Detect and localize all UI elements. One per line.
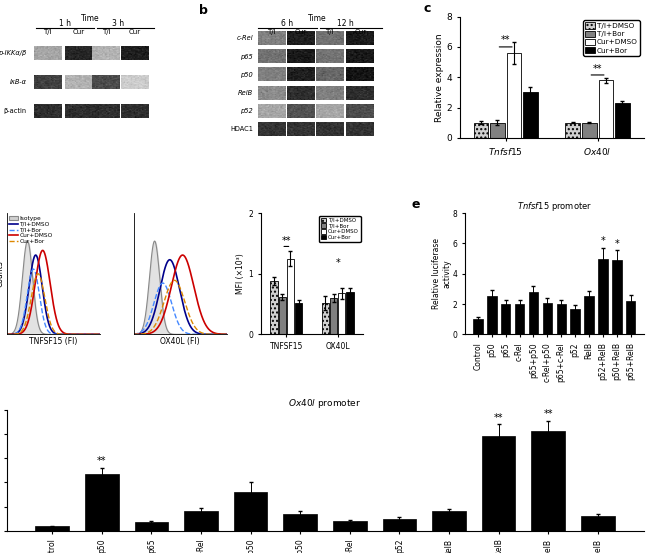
Bar (507, 53, 521, 138)
Text: p65: p65 (240, 54, 253, 60)
Bar (531, 431, 565, 531)
Bar (615, 103, 630, 138)
Text: Time: Time (81, 14, 100, 23)
Text: Cur: Cur (354, 29, 367, 35)
Bar (582, 123, 597, 138)
Text: 3 h: 3 h (112, 19, 124, 28)
Bar (135, 522, 168, 531)
Bar (599, 80, 613, 138)
Title: $\it{Ox40l}$ promoter: $\it{Ox40l}$ promoter (289, 397, 361, 410)
Bar (322, 303, 329, 335)
Bar (184, 512, 218, 531)
Text: **: ** (494, 413, 503, 422)
Text: IκB-α: IκB-α (9, 79, 27, 85)
Text: Cur: Cur (129, 29, 141, 35)
Bar (346, 292, 354, 335)
Bar (566, 123, 580, 138)
Text: **: ** (501, 35, 510, 45)
Bar (283, 514, 317, 531)
Bar (474, 123, 488, 138)
Text: 12 h: 12 h (337, 19, 354, 28)
Text: **: ** (593, 64, 603, 74)
Text: c: c (423, 2, 430, 15)
Bar (515, 304, 525, 335)
Text: c-Rel: c-Rel (237, 35, 253, 41)
Text: Cur: Cur (72, 29, 84, 35)
Bar (473, 319, 482, 335)
Text: T/I: T/I (267, 29, 276, 35)
Text: **: ** (281, 236, 291, 246)
Bar (626, 301, 636, 335)
Bar (543, 302, 552, 335)
Text: p52: p52 (240, 108, 253, 114)
Text: **: ** (97, 456, 107, 466)
X-axis label: TNFSF15 (FI): TNFSF15 (FI) (29, 337, 77, 346)
Bar (382, 519, 416, 531)
Text: *: * (614, 239, 619, 249)
Bar (270, 281, 278, 335)
Text: 1 h: 1 h (58, 19, 71, 28)
Text: T/I: T/I (325, 29, 334, 35)
Bar (295, 303, 302, 335)
Text: T/I: T/I (44, 29, 52, 35)
Text: Cur: Cur (294, 29, 307, 35)
Bar (598, 259, 608, 335)
Bar (338, 293, 345, 335)
Text: *: * (335, 258, 340, 268)
Bar (287, 259, 294, 335)
Bar (36, 526, 69, 531)
Bar (482, 436, 515, 531)
Text: b: b (200, 4, 208, 17)
Bar (523, 92, 538, 138)
Text: p50: p50 (240, 72, 253, 78)
Bar (333, 521, 367, 531)
Bar (556, 304, 566, 335)
Bar (571, 309, 580, 335)
Text: RelB: RelB (238, 90, 253, 96)
Legend: Isotype, T/I+DMSO, T/I+Bor, Cur+DMSO, Cur+Bor: Isotype, T/I+DMSO, T/I+Bor, Cur+DMSO, Cu… (9, 216, 53, 244)
Bar (501, 304, 510, 335)
Bar (330, 298, 337, 335)
Bar (234, 492, 268, 531)
Title: $\it{Tnfsf15}$ promoter: $\it{Tnfsf15}$ promoter (517, 200, 592, 213)
Y-axis label: MFI (×10³): MFI (×10³) (237, 253, 246, 294)
Bar (85, 473, 119, 531)
Bar (528, 292, 538, 335)
Bar (279, 297, 286, 335)
Bar (487, 296, 497, 335)
Bar (432, 512, 466, 531)
Text: HDAC1: HDAC1 (230, 127, 253, 132)
X-axis label: OX40L (FI): OX40L (FI) (161, 337, 200, 346)
Bar (490, 123, 504, 138)
Text: p-IKKα/β: p-IKKα/β (0, 50, 27, 56)
Y-axis label: Relative luciferase
activity: Relative luciferase activity (432, 238, 451, 309)
Legend: T/I+DMSO, T/I+Bor, Cur+DMSO, Cur+Bor: T/I+DMSO, T/I+Bor, Cur+DMSO, Cur+Bor (583, 20, 640, 56)
Text: Time: Time (308, 14, 327, 23)
Text: β-actin: β-actin (3, 108, 27, 114)
Bar (612, 260, 621, 335)
Text: **: ** (543, 409, 553, 419)
Bar (584, 296, 593, 335)
Text: e: e (411, 198, 420, 211)
Y-axis label: Counts: Counts (0, 260, 5, 287)
Y-axis label: Relative expression: Relative expression (435, 33, 443, 122)
Bar (581, 517, 614, 531)
Text: 6 h: 6 h (281, 19, 292, 28)
Text: *: * (601, 237, 605, 247)
Text: T/I: T/I (101, 29, 111, 35)
Legend: T/I+DMSO, T/I+Bor, Cur+DMSO, Cur+Bor: T/I+DMSO, T/I+Bor, Cur+DMSO, Cur+Bor (319, 216, 361, 242)
